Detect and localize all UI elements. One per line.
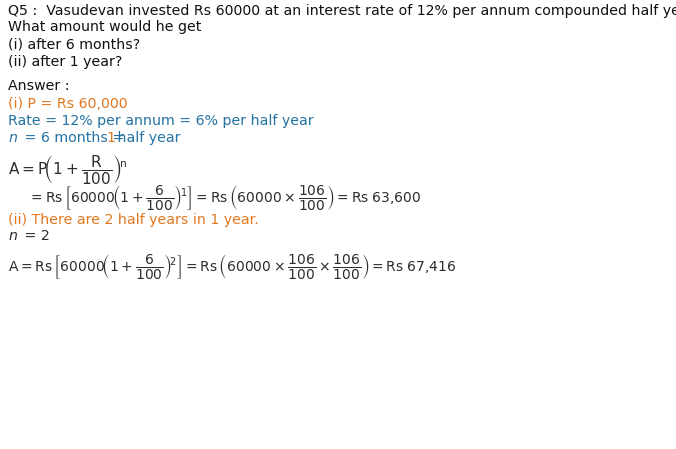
Text: (ii) There are 2 half years in 1 year.: (ii) There are 2 half years in 1 year. — [8, 213, 259, 227]
Text: Q5 :  Vasudevan invested Rs 60000 at an interest rate of 12% per annum compounde: Q5 : Vasudevan invested Rs 60000 at an i… — [8, 4, 676, 18]
Text: $\mathsf{= Rs}\,\left[60000\!\left(1+\dfrac{6}{100}\right)^{\!1}\right]\mathsf{=: $\mathsf{= Rs}\,\left[60000\!\left(1+\df… — [28, 183, 421, 212]
Text: half year: half year — [113, 131, 180, 145]
Text: = 6 months =: = 6 months = — [20, 131, 128, 145]
Text: 1: 1 — [106, 131, 115, 145]
Text: $n$: $n$ — [8, 229, 18, 243]
Text: (i) P = Rs 60,000: (i) P = Rs 60,000 — [8, 97, 128, 111]
Text: What amount would he get: What amount would he get — [8, 20, 201, 34]
Text: $\mathsf{A = P}\!\left(1+\dfrac{\mathsf{R}}{100}\right)^{\!\mathsf{n}}$: $\mathsf{A = P}\!\left(1+\dfrac{\mathsf{… — [8, 153, 128, 186]
Text: $n$: $n$ — [8, 131, 18, 145]
Text: (i) after 6 months?: (i) after 6 months? — [8, 37, 140, 51]
Text: Answer :: Answer : — [8, 79, 70, 93]
Text: $\mathsf{A = Rs}\,\left[60000\!\left(1+\dfrac{6}{100}\right)^{\!2}\right]\mathsf: $\mathsf{A = Rs}\,\left[60000\!\left(1+\… — [8, 252, 456, 281]
Text: (ii) after 1 year?: (ii) after 1 year? — [8, 55, 122, 69]
Text: = 2: = 2 — [20, 229, 50, 243]
Text: Rate = 12% per annum = 6% per half year: Rate = 12% per annum = 6% per half year — [8, 114, 314, 128]
